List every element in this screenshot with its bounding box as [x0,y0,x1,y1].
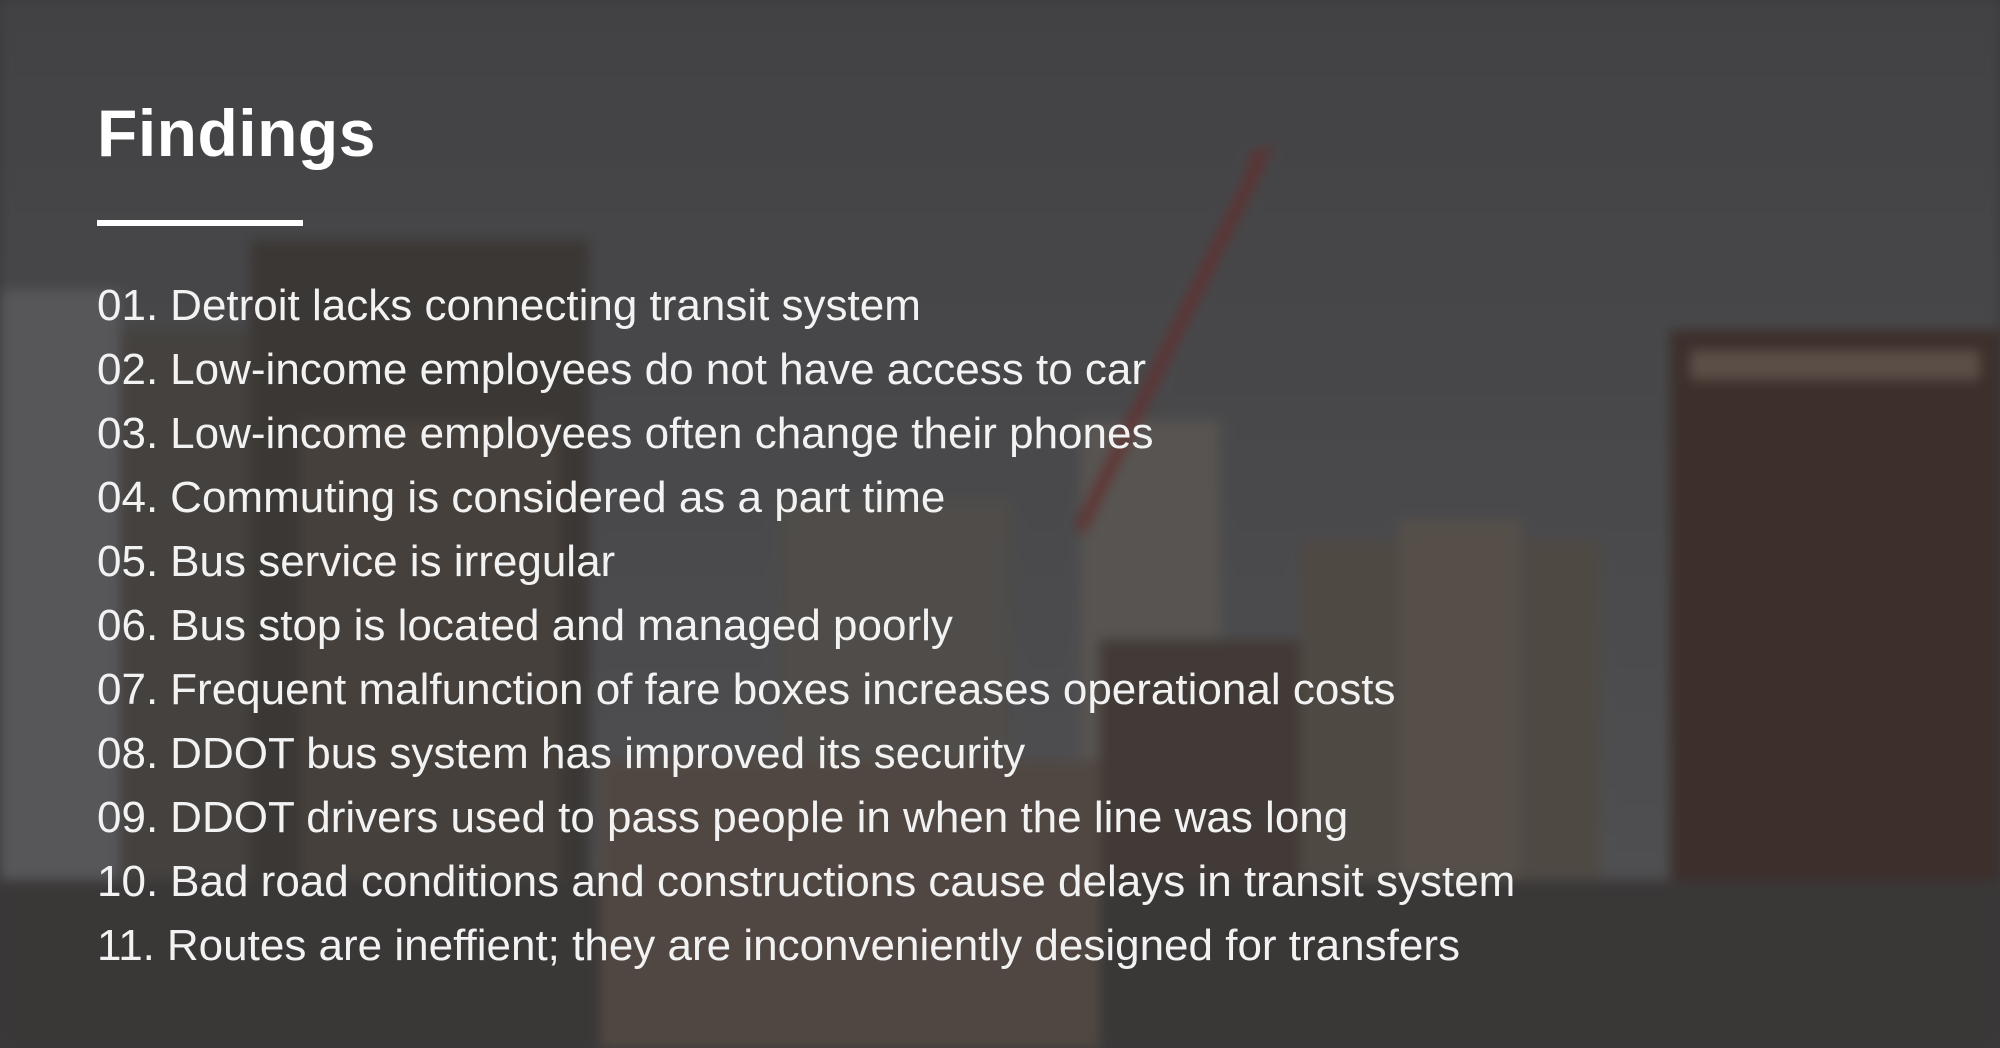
finding-text: DDOT drivers used to pass people in when… [170,793,1349,842]
finding-text: Low-income employees often change their … [170,409,1154,458]
finding-item: 02. Low-income employees do not have acce… [97,338,1797,402]
title-underline [97,220,303,226]
finding-number: 02. [97,345,159,394]
finding-text: Frequent malfunction of fare boxes incre… [170,665,1396,714]
finding-number: 03. [97,409,159,458]
finding-number: 09. [97,793,159,842]
finding-item: 03. Low-income employees often change the… [97,402,1797,466]
finding-item: 10. Bad road conditions and constructions… [97,850,1797,914]
finding-item: 04. Commuting is considered as a part tim… [97,466,1797,530]
finding-text: Bus service is irregular [170,537,616,586]
finding-text: Detroit lacks connecting transit system [170,281,921,330]
finding-number: 01. [97,281,159,330]
finding-number: 11. [97,921,155,970]
findings-panel: Findings 01. Detroit lacks connecting tra… [97,90,1797,978]
finding-number: 07. [97,665,159,714]
finding-item: 01. Detroit lacks connecting transit syst… [97,274,1797,338]
findings-list: 01. Detroit lacks connecting transit syst… [97,274,1797,978]
finding-number: 08. [97,729,159,778]
finding-item: 11. Routes are ineffient; they are inconv… [97,914,1797,978]
page-title: Findings [97,96,376,170]
finding-item: 06. Bus stop is located and managed poorl… [97,594,1797,658]
finding-text: DDOT bus system has improved its securit… [170,729,1026,778]
finding-number: 04. [97,473,159,522]
finding-text: Bus stop is located and managed poorly [170,601,953,650]
finding-item: 09. DDOT drivers used to pass people in w… [97,786,1797,850]
finding-number: 05. [97,537,159,586]
finding-text: Bad road conditions and constructions ca… [170,857,1516,906]
finding-number: 06. [97,601,159,650]
finding-text: Low-income employees do not have access … [170,345,1147,394]
finding-item: 07. Frequent malfunction of fare boxes in… [97,658,1797,722]
finding-item: 05. Bus service is irregular [97,530,1797,594]
finding-number: 10. [97,857,159,906]
finding-text: Routes are ineffient; they are inconveni… [166,921,1460,970]
finding-item: 08. DDOT bus system has improved its secu… [97,722,1797,786]
finding-text: Commuting is considered as a part time [170,473,946,522]
